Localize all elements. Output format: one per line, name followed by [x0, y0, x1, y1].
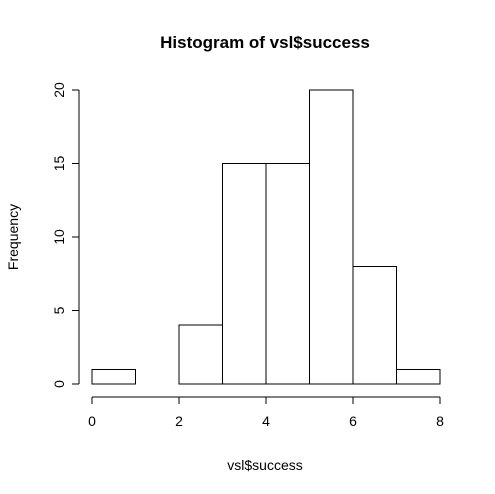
y-tick-label-0: 0	[51, 380, 67, 388]
x-axis: 0 2 4 6 8	[88, 396, 444, 429]
histogram-bars	[91, 89, 441, 385]
x-tick-label-4: 8	[436, 413, 444, 429]
histogram-bar-4	[265, 163, 310, 385]
y-tick-label-4: 20	[51, 82, 67, 98]
x-axis-label: vsl$success	[227, 457, 302, 473]
y-tick-label-3: 15	[51, 156, 67, 172]
x-tick-label-3: 6	[349, 413, 357, 429]
x-tick-label-0: 0	[88, 413, 96, 429]
x-tick-label-1: 2	[175, 413, 183, 429]
histogram-bar-3	[222, 163, 267, 385]
histogram-bar-6	[352, 265, 397, 385]
histogram-bar-5	[309, 89, 354, 385]
histogram-bar-0	[91, 368, 136, 385]
histogram-bar-2	[178, 324, 223, 385]
x-tick-label-2: 4	[262, 413, 270, 429]
histogram-bar-7	[396, 368, 441, 385]
y-tick-label-1: 5	[51, 306, 67, 314]
y-axis-label: Frequency	[5, 204, 21, 270]
chart-title: Histogram of vsl$success	[160, 33, 370, 52]
y-axis: 0 5 10 15 20	[51, 82, 80, 388]
y-tick-label-2: 10	[51, 229, 67, 245]
